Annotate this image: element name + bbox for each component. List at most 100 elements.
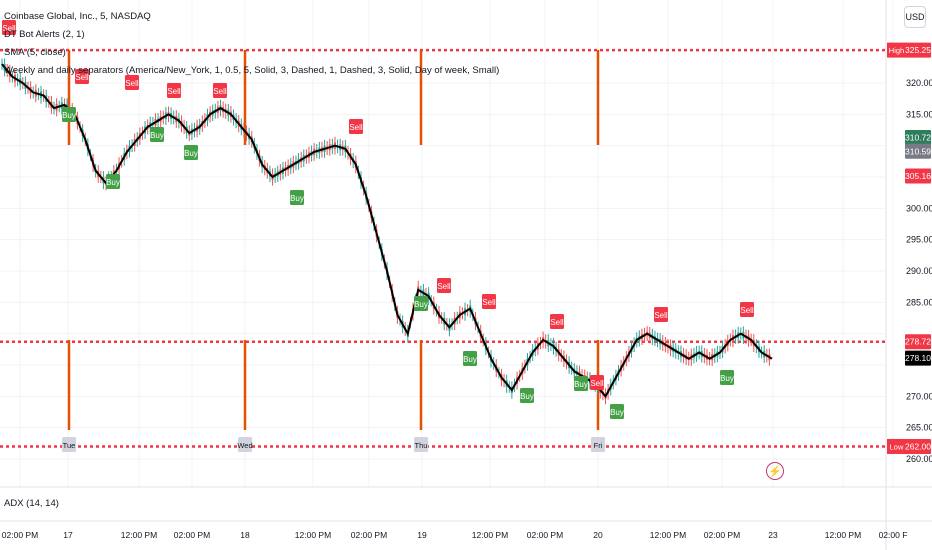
buy-signal[interactable] xyxy=(62,107,76,122)
buy-signal[interactable] xyxy=(610,404,624,419)
sell-signal-label: Sell xyxy=(167,87,181,96)
buy-signal-label: Buy xyxy=(720,374,734,383)
sell-signal-label: Sell xyxy=(2,24,16,33)
sell-signal-label: Sell xyxy=(482,298,496,307)
tag-310-59-text: 310.59 xyxy=(905,146,931,156)
sell-signal[interactable] xyxy=(213,83,227,98)
tag-310-59 xyxy=(905,143,931,159)
tag-310-72-text: 310.72 xyxy=(905,133,931,143)
price-tick: 320.00 xyxy=(906,78,932,88)
time-tick: 02:00 PM xyxy=(351,530,387,540)
day-label-box xyxy=(591,437,605,452)
price-tick: 290.00 xyxy=(906,266,932,276)
sell-signal-label: Sell xyxy=(349,123,363,132)
time-tick: 18 xyxy=(240,530,250,540)
sell-signal[interactable] xyxy=(2,20,16,35)
tag-310-72 xyxy=(905,130,931,146)
buy-signal-label: Buy xyxy=(574,380,588,389)
price-tick: 270.00 xyxy=(906,391,932,401)
symbol-title[interactable]: Coinbase Global, Inc., 5, NASDAQ xyxy=(4,11,151,22)
low-price-tag-text: 262.00 xyxy=(905,441,931,451)
buy-signal[interactable] xyxy=(290,190,304,205)
time-tick: 02:00 PM xyxy=(527,530,563,540)
sma-indicator[interactable]: SMA (5, close) xyxy=(4,47,66,58)
last-price-tag-text: 278.10 xyxy=(905,353,931,363)
day-label-box xyxy=(414,437,428,452)
price-tick: 265.00 xyxy=(906,423,932,433)
sell-signal-label: Sell xyxy=(654,311,668,320)
time-tick: 02:00 F xyxy=(879,530,908,540)
separators-indicator[interactable]: Weekly and daily separators (America/New… xyxy=(4,65,500,76)
sell-signal-label: Sell xyxy=(75,73,89,82)
sell-signal[interactable] xyxy=(167,83,181,98)
sell-signal[interactable] xyxy=(349,119,363,134)
time-tick: 02:00 PM xyxy=(174,530,210,540)
day-label: Tue xyxy=(63,441,76,450)
buy-signal[interactable] xyxy=(414,296,428,311)
price-tick: 295.00 xyxy=(906,235,932,245)
buy-signal-label: Buy xyxy=(62,111,76,120)
price-tick: 260.00 xyxy=(906,454,932,464)
buy-signal-label: Buy xyxy=(414,300,428,309)
sell-signal-label: Sell xyxy=(550,318,564,327)
buy-signal[interactable] xyxy=(106,174,120,189)
time-tick: 12:00 PM xyxy=(472,530,508,540)
time-tick: 02:00 PM xyxy=(2,530,38,540)
high-price-tag-text: 325.25 xyxy=(905,45,931,55)
chart-legend: Coinbase Global, Inc., 5, NASDAQ DT Bot … xyxy=(4,8,499,80)
buy-signal[interactable] xyxy=(463,351,477,366)
day-label-box xyxy=(238,437,252,452)
sell-signal-label: Sell xyxy=(590,379,604,388)
day-label: Fri xyxy=(594,441,603,450)
day-label: Thu xyxy=(415,441,428,450)
sell-signal[interactable] xyxy=(550,314,564,329)
time-tick: 19 xyxy=(417,530,427,540)
buy-signal-label: Buy xyxy=(520,392,534,401)
sell-signal[interactable] xyxy=(740,302,754,317)
buy-signal-label: Buy xyxy=(463,355,477,364)
sell-signal[interactable] xyxy=(437,278,451,293)
buy-signal[interactable] xyxy=(150,127,164,142)
last-price-tag xyxy=(905,350,931,366)
current-price-tag xyxy=(905,334,931,350)
high-label xyxy=(887,42,906,58)
time-tick: 12:00 PM xyxy=(825,530,861,540)
sell-signal-label: Sell xyxy=(437,282,451,291)
currency-button[interactable]: USD xyxy=(904,6,926,28)
sell-signal[interactable] xyxy=(125,75,139,90)
buy-signal[interactable] xyxy=(574,376,588,391)
price-tick: 315.00 xyxy=(906,109,932,119)
sell-signal[interactable] xyxy=(654,307,668,322)
time-tick: 17 xyxy=(63,530,73,540)
time-tick: 12:00 PM xyxy=(121,530,157,540)
high-label-text: High xyxy=(889,46,904,55)
sma-line xyxy=(1,63,773,399)
tag-305-16-text: 305.16 xyxy=(905,171,931,181)
buy-signal-label: Buy xyxy=(610,408,624,417)
buy-signal-label: Buy xyxy=(290,194,304,203)
day-label: Wed xyxy=(237,441,252,450)
time-tick: 23 xyxy=(768,530,778,540)
current-price-tag-text: 278.72 xyxy=(905,337,931,347)
low-label-text: Low xyxy=(890,442,904,451)
high-price-tag xyxy=(905,42,931,58)
bot-alerts-indicator[interactable]: DT Bot Alerts (2, 1) xyxy=(4,29,85,40)
sell-signal[interactable] xyxy=(75,69,89,84)
buy-signal[interactable] xyxy=(720,370,734,385)
price-tick: 285.00 xyxy=(906,297,932,307)
sell-signal[interactable] xyxy=(482,294,496,309)
lightning-icon[interactable]: ⚡ xyxy=(766,462,784,480)
time-tick: 12:00 PM xyxy=(295,530,331,540)
buy-signal-label: Buy xyxy=(184,149,198,158)
sell-signal-label: Sell xyxy=(125,79,139,88)
buy-signal[interactable] xyxy=(520,388,534,403)
day-label-box xyxy=(62,437,76,452)
time-tick: 20 xyxy=(593,530,603,540)
adx-indicator-label[interactable]: ADX (14, 14) xyxy=(4,498,59,509)
buy-signal[interactable] xyxy=(184,145,198,160)
sell-signal[interactable] xyxy=(590,375,604,390)
sell-signal-label: Sell xyxy=(213,87,227,96)
time-tick: 12:00 PM xyxy=(650,530,686,540)
